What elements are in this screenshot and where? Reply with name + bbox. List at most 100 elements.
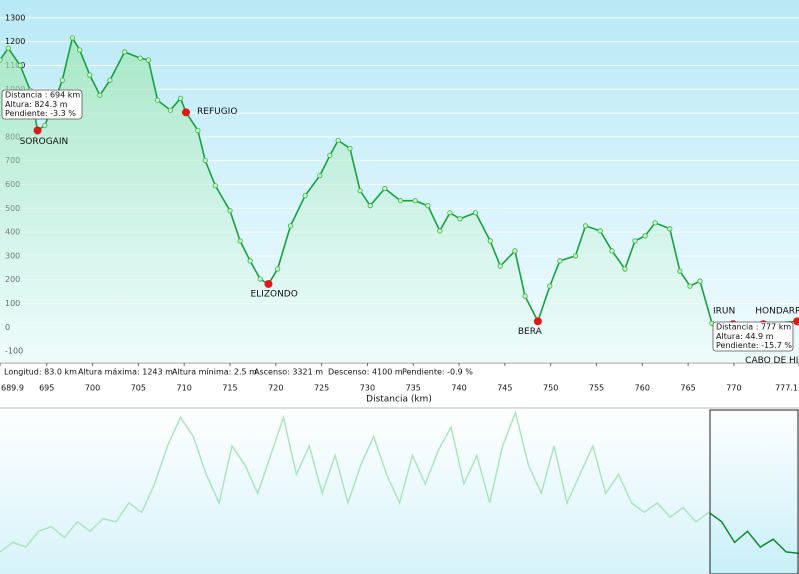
x-tick-label: 715 — [222, 384, 237, 393]
tooltip-line: Altura: 44.9 m — [716, 332, 774, 341]
profile-point — [87, 72, 93, 78]
profile-point — [137, 55, 143, 61]
tooltip-line: Distancia : 777 km — [716, 323, 791, 332]
profile-point — [622, 266, 628, 272]
profile-point — [17, 62, 23, 69]
profile-point — [367, 203, 373, 209]
profile-point — [327, 152, 333, 159]
profile-point — [557, 258, 563, 264]
profile-point — [547, 283, 553, 289]
profile-point — [69, 35, 75, 41]
x-tick-label: 765 — [680, 384, 695, 393]
profile-point — [447, 210, 453, 216]
tooltip-line: Pendiente: -3.3 % — [5, 109, 76, 118]
tooltip-box — [712, 321, 794, 352]
x-tick-label: 735 — [406, 384, 421, 393]
waypoint-marker — [264, 279, 273, 288]
profile-point — [275, 266, 281, 272]
profile-point — [397, 198, 404, 204]
profile-point — [697, 278, 703, 284]
profile-point — [335, 137, 341, 144]
stat-text: Pendiente: -0.9 % — [402, 368, 473, 377]
x-tick-label: 740 — [451, 384, 466, 393]
overview-chart — [0, 407, 799, 574]
waypoint-marker — [33, 126, 42, 135]
tooltip-line: Pendiente: -15.7 % — [716, 341, 792, 350]
profile-point — [472, 210, 479, 216]
x-tick-label: 705 — [131, 384, 146, 393]
x-tick-label: 689.9 — [1, 384, 24, 393]
x-tick-label: 750 — [543, 384, 558, 393]
stat-text: Longitud: 83.0 km — [4, 368, 77, 377]
x-tick-label: 710 — [177, 384, 192, 393]
profile-point — [5, 45, 11, 51]
profile-point — [497, 263, 503, 269]
tooltip-line: Altura: 824.3 m — [5, 100, 68, 109]
profile-point — [632, 238, 638, 244]
profile-point — [512, 248, 518, 254]
stat-text: Altura mínima: 2.5 m — [172, 368, 257, 377]
profile-point — [357, 188, 363, 194]
profile-point — [487, 238, 493, 244]
profile-point — [412, 198, 418, 204]
profile-point — [287, 223, 294, 229]
profile-point — [642, 233, 648, 239]
profile-point — [145, 57, 152, 63]
profile-point — [347, 145, 353, 152]
x-tick-label: 730 — [360, 384, 375, 393]
x-tick-label: 777.1 — [775, 384, 798, 393]
stat-text: Ascenso: 3321 m — [254, 368, 323, 377]
profile-point — [382, 185, 388, 192]
profile-point — [212, 183, 218, 189]
tooltip-box — [1, 89, 83, 120]
tooltip-line: Distancia : 694 km — [5, 91, 80, 100]
waypoint-label: REFUGIO — [197, 107, 237, 117]
overview-line — [0, 410, 799, 555]
overview-background — [0, 408, 799, 574]
waypoint-label: ELIZONDO — [250, 289, 297, 299]
profile-point — [522, 293, 528, 299]
stat-text: Altura máxima: 1243 m — [78, 368, 173, 377]
waypoint-marker — [533, 317, 542, 326]
profile-point — [97, 92, 103, 98]
profile-line — [0, 35, 798, 325]
profile-point — [597, 228, 603, 234]
profile-point — [572, 253, 579, 259]
x-tick-label: 760 — [635, 384, 650, 393]
profile-point — [195, 127, 201, 134]
y-tick-label: 1200 — [5, 37, 25, 46]
waypoint-marker — [182, 108, 191, 117]
profile-point — [227, 208, 233, 214]
profile-point — [59, 77, 65, 83]
profile-point — [687, 283, 693, 289]
x-tick-label: 770 — [726, 384, 741, 393]
profile-point — [302, 193, 308, 199]
profile-point — [237, 238, 243, 244]
waypoint-label: IRUN — [713, 307, 735, 317]
waypoint-marker — [793, 317, 799, 326]
stat-text: Descenso: 4100 m — [328, 368, 403, 377]
profile-point — [667, 226, 673, 232]
waypoint-label: BERA — [518, 327, 543, 337]
overview-selection — [709, 409, 799, 574]
x-axis-title: Distancia (km) — [366, 395, 432, 405]
profile-chart: -100010020030040050060070080090010001100… — [0, 13, 799, 393]
profile-point — [247, 258, 253, 264]
profile-point — [609, 248, 615, 254]
profile-point — [582, 223, 589, 229]
profile-point — [122, 49, 128, 55]
x-tick-label: 720 — [268, 384, 283, 393]
profile-point — [202, 157, 208, 164]
profile-point — [425, 203, 431, 209]
profile-point — [677, 268, 683, 274]
profile-point — [77, 47, 83, 53]
waypoint-label: CABO DE HIGUER — [745, 356, 799, 366]
x-tick-label: 725 — [314, 384, 329, 393]
x-tick-label: 695 — [39, 384, 54, 393]
overview-dim — [0, 408, 710, 574]
profile-point — [437, 228, 443, 234]
waypoint-label: SOROGAIN — [20, 137, 69, 147]
waypoint-label: HONDARRIBIA — [755, 307, 799, 317]
